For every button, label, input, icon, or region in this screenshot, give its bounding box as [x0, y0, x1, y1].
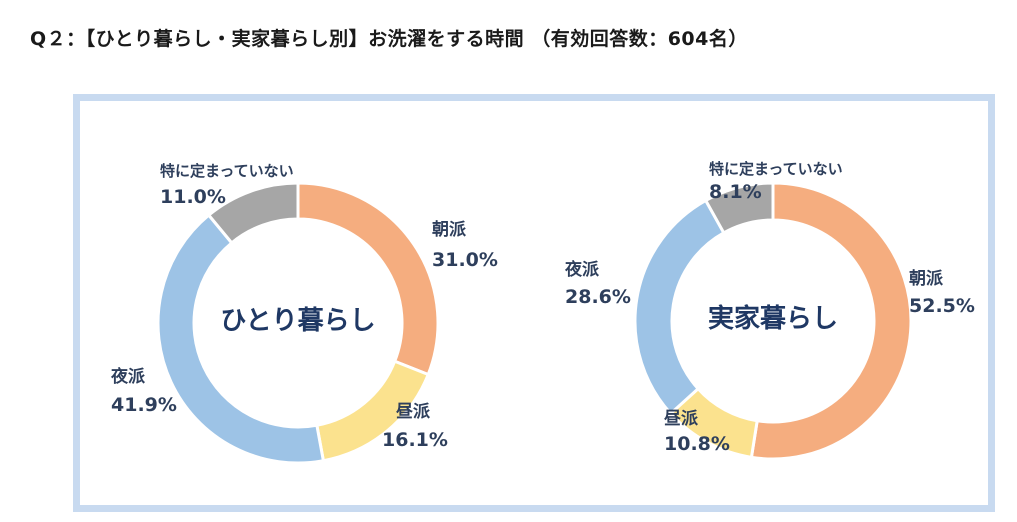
slice-value-daytime-jikka: 10.8%	[664, 433, 730, 455]
slice-name-night-jikka: 夜派	[564, 259, 600, 280]
slice-value-daytime-hitori: 16.1%	[382, 429, 448, 451]
center-label-jikka: 実家暮らし	[708, 303, 838, 334]
question-heading: Q２：【ひとり暮らし・実家暮らし別】お洗濯をする時間 （有効回答数：604名）	[30, 28, 748, 50]
slice-value-night-hitori: 41.9%	[111, 394, 177, 416]
donut-jikkaguraushi: 実家暮らし 特に定まっていない 8.1% 朝派 52.5% 昼派 10.8% 夜…	[564, 160, 975, 461]
slice-value-night-jikka: 28.6%	[565, 286, 631, 308]
slice-name-morning-jikka: 朝派	[909, 268, 944, 289]
center-label-hitori: ひとり暮らし	[220, 306, 375, 336]
donut-slice-night-0	[156, 213, 326, 465]
donut-slice-none-1	[703, 181, 775, 235]
donut-hitoriguraushi: ひとり暮らし 特に定まっていない 11.0% 朝派 31.0% 昼派 16.1%…	[110, 162, 498, 465]
slice-value-none-jikka: 8.1%	[709, 181, 762, 203]
slice-name-morning-hitori: 朝派	[432, 219, 467, 240]
slice-value-morning-hitori: 31.0%	[432, 249, 498, 271]
slice-name-none-jikka: 特に定まっていない	[709, 160, 843, 178]
donut-slice-morning-1	[749, 181, 913, 461]
slice-name-night-hitori: 夜派	[110, 366, 146, 387]
slice-name-daytime-hitori: 昼派	[396, 402, 431, 422]
slice-name-daytime-jikka: 昼派	[664, 409, 699, 429]
slice-name-none-hitori: 特に定まっていない	[160, 162, 294, 180]
donut-slice-none-0	[206, 181, 300, 245]
slice-value-morning-jikka: 52.5%	[909, 295, 975, 317]
donut-slice-morning-0	[296, 181, 440, 377]
slice-value-none-hitori: 11.0%	[160, 186, 226, 208]
